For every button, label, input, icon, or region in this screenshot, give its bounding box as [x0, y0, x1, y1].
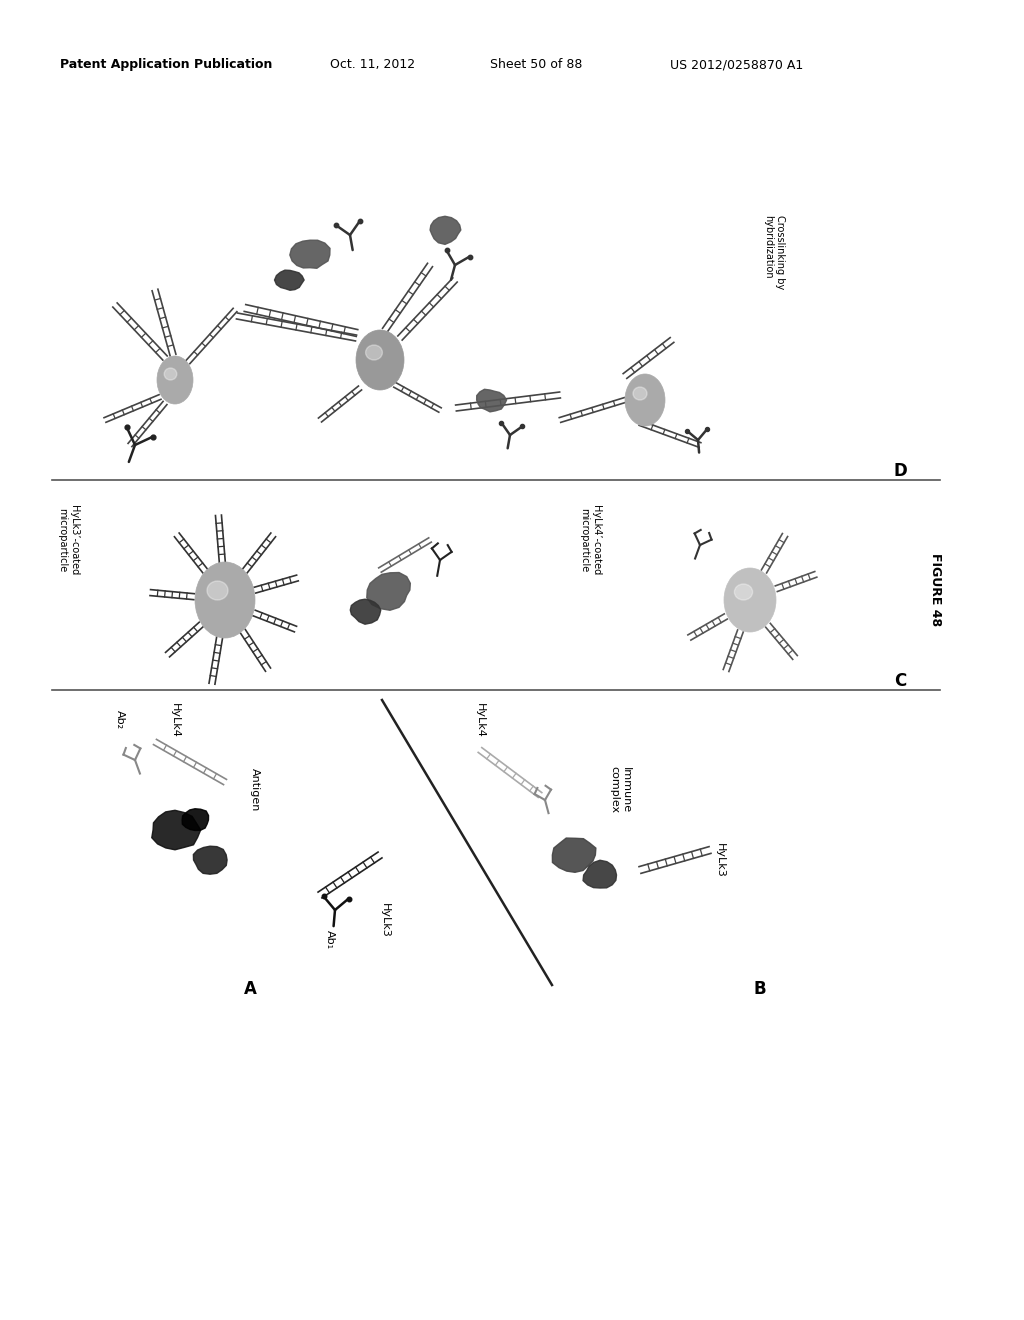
Point [351, 211, 368, 232]
Point [698, 418, 715, 440]
Ellipse shape [734, 583, 753, 601]
Polygon shape [552, 838, 596, 873]
Point [438, 240, 455, 261]
Ellipse shape [633, 387, 647, 400]
Polygon shape [182, 809, 209, 830]
Point [328, 215, 344, 236]
Text: Immune
complex: Immune complex [609, 767, 631, 813]
Point [340, 888, 356, 909]
Ellipse shape [724, 568, 776, 632]
Point [144, 426, 161, 447]
Polygon shape [194, 846, 227, 874]
Text: B: B [754, 979, 766, 998]
Text: HyLk3: HyLk3 [380, 903, 390, 937]
Text: HyLk3’-coated
microparticle: HyLk3’-coated microparticle [57, 504, 79, 576]
Text: Patent Application Publication: Patent Application Publication [60, 58, 272, 71]
Point [119, 417, 135, 438]
Polygon shape [583, 861, 616, 888]
Ellipse shape [195, 562, 255, 638]
Point [462, 246, 478, 267]
Text: Antigen: Antigen [250, 768, 260, 812]
Text: HyLk3: HyLk3 [715, 842, 725, 878]
Ellipse shape [356, 330, 404, 389]
Point [315, 886, 332, 907]
Text: HyLk4: HyLk4 [170, 702, 180, 738]
Polygon shape [476, 389, 507, 412]
Ellipse shape [207, 581, 228, 601]
Text: D: D [893, 462, 907, 480]
Text: Ab₂: Ab₂ [115, 710, 125, 730]
Polygon shape [350, 599, 381, 624]
Polygon shape [367, 573, 411, 610]
Point [494, 412, 510, 433]
Text: US 2012/0258870 A1: US 2012/0258870 A1 [670, 58, 803, 71]
Ellipse shape [164, 368, 177, 380]
Ellipse shape [625, 374, 665, 426]
Text: FIGURE 48: FIGURE 48 [929, 553, 941, 627]
Polygon shape [430, 216, 461, 244]
Point [514, 416, 530, 437]
Text: C: C [894, 672, 906, 690]
Text: Oct. 11, 2012: Oct. 11, 2012 [330, 58, 415, 71]
Text: Ab₁: Ab₁ [325, 931, 335, 949]
Ellipse shape [366, 345, 382, 360]
Polygon shape [274, 271, 304, 290]
Text: Sheet 50 of 88: Sheet 50 of 88 [490, 58, 583, 71]
Text: Crosslinking by
hybridization: Crosslinking by hybridization [764, 215, 785, 289]
Point [679, 421, 695, 442]
Text: HyLk4’-coated
microparticle: HyLk4’-coated microparticle [580, 504, 601, 576]
Ellipse shape [157, 356, 193, 404]
Polygon shape [290, 240, 330, 268]
Text: HyLk4: HyLk4 [475, 702, 485, 738]
Polygon shape [152, 810, 201, 850]
Text: A: A [244, 979, 256, 998]
